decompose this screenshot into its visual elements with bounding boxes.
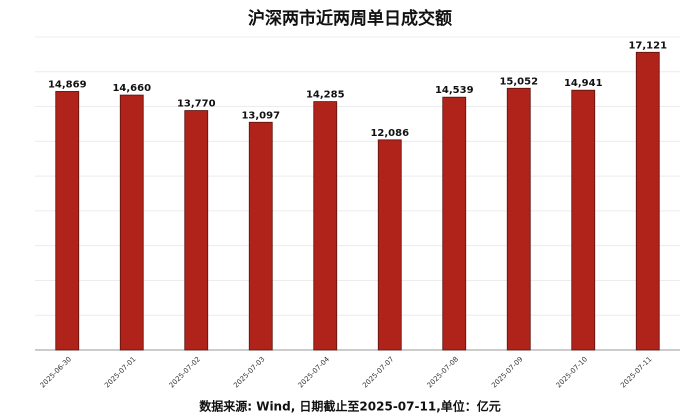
- bar: [377, 139, 402, 351]
- bar: [506, 87, 531, 351]
- value-label: 14,285: [306, 90, 345, 101]
- value-label: 14,941: [564, 78, 603, 89]
- x-tick-label: 2025-07-09: [490, 355, 524, 389]
- x-tick-label: 2025-06-30: [39, 355, 73, 389]
- bar: [119, 94, 144, 351]
- bar: [571, 89, 596, 351]
- x-tick-label: 2025-07-10: [555, 355, 589, 389]
- x-tick-label: 2025-07-04: [297, 355, 332, 390]
- x-tick-label: 2025-07-11: [619, 355, 653, 389]
- value-label: 14,869: [48, 79, 87, 90]
- value-label: 13,770: [177, 99, 216, 110]
- bar: [184, 110, 209, 351]
- chart-title: 沪深两市近两周单日成交额: [248, 8, 452, 29]
- value-label: 14,539: [435, 85, 474, 96]
- value-label: 12,086: [370, 128, 409, 139]
- value-label: 15,052: [499, 76, 538, 87]
- x-tick-label: 2025-07-07: [361, 355, 395, 389]
- bar: [635, 51, 660, 351]
- x-tick-label: 2025-07-02: [168, 355, 202, 389]
- value-label: 13,097: [241, 110, 280, 121]
- x-tick-label: 2025-07-03: [232, 355, 266, 389]
- bar: [55, 91, 80, 351]
- x-tick-label: 2025-07-08: [426, 355, 460, 389]
- bar: [442, 96, 467, 351]
- x-tick-label: 2025-07-01: [103, 355, 137, 389]
- bar: [248, 121, 273, 351]
- source-note: 数据来源: Wind, 日期截止至2025-07-11,单位：亿元: [199, 399, 501, 414]
- value-label: 14,660: [112, 83, 151, 94]
- value-label: 17,121: [628, 40, 667, 51]
- bar: [313, 101, 338, 351]
